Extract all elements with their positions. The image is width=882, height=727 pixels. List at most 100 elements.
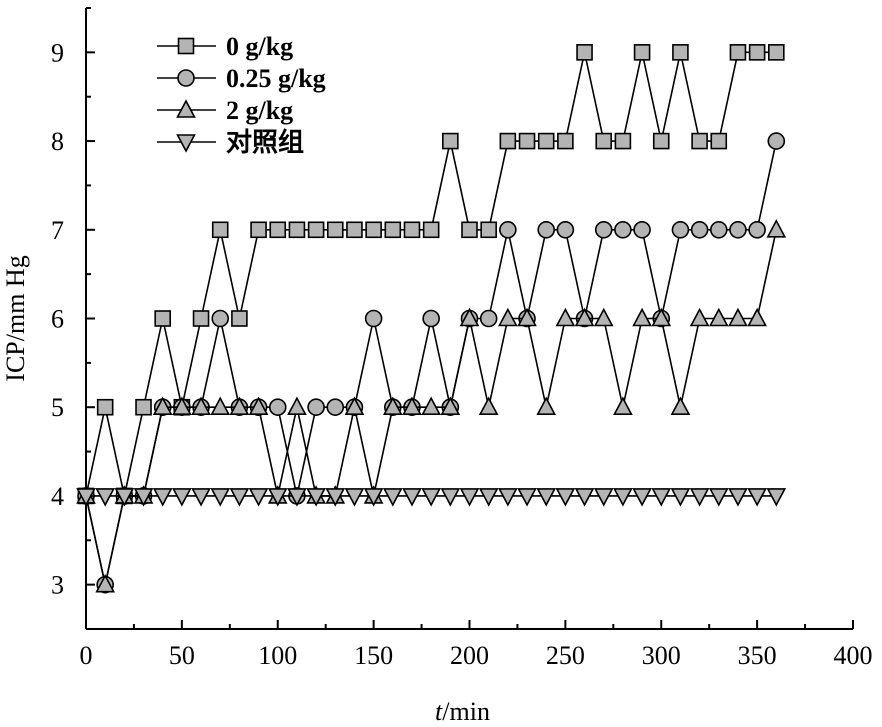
data-point xyxy=(613,488,633,507)
data-point xyxy=(459,307,480,327)
legend-label: 对照组 xyxy=(226,127,304,157)
axes: 0 50 100 150 200 250 300 350 400 3 4 5 6 7 8 9 xyxy=(51,7,873,670)
data-point xyxy=(152,488,173,507)
x-tick-label: 350 xyxy=(738,641,777,670)
data-point xyxy=(480,221,497,239)
data-point xyxy=(288,221,306,239)
data-point xyxy=(536,396,557,416)
x-tick-label: 0 xyxy=(80,641,93,670)
y-tick-label: 8 xyxy=(51,127,64,156)
legend-item: 2 g/kg xyxy=(157,96,293,125)
data-point xyxy=(96,398,114,416)
data-point xyxy=(210,396,231,416)
data-point xyxy=(95,488,116,507)
data-point xyxy=(728,307,748,327)
y-tick-label: 5 xyxy=(51,393,64,422)
data-point xyxy=(172,488,192,507)
y-tick-label: 6 xyxy=(51,305,64,334)
x-tick-label: 200 xyxy=(450,641,489,670)
data-point xyxy=(537,220,556,239)
data-point xyxy=(690,220,709,239)
data-point xyxy=(461,221,478,239)
data-point xyxy=(633,44,651,61)
data-point xyxy=(287,488,307,507)
data-point xyxy=(613,396,633,416)
data-point xyxy=(269,221,287,239)
data-point xyxy=(114,488,135,507)
data-point xyxy=(499,132,517,150)
data-point xyxy=(632,307,652,327)
data-point xyxy=(325,488,346,507)
data-point xyxy=(651,488,672,507)
data-point xyxy=(594,220,613,239)
data-point xyxy=(689,488,710,507)
data-point xyxy=(191,396,211,416)
data-point xyxy=(689,307,710,327)
legend-marker xyxy=(176,99,196,118)
data-point xyxy=(517,307,537,327)
data-point xyxy=(479,309,498,328)
data-point xyxy=(614,220,632,239)
data-point xyxy=(556,220,575,239)
data-point xyxy=(729,220,747,239)
data-point xyxy=(459,488,480,507)
data-point xyxy=(268,398,287,417)
series-4 xyxy=(76,488,787,507)
data-point xyxy=(211,309,230,328)
data-point xyxy=(670,396,691,416)
data-point xyxy=(691,132,708,150)
data-point xyxy=(555,307,576,327)
data-point xyxy=(708,307,729,327)
y-tick-label: 3 xyxy=(51,571,64,600)
data-point xyxy=(229,488,250,507)
data-point xyxy=(211,221,229,239)
data-point xyxy=(231,310,248,327)
legend-marker xyxy=(176,134,196,153)
data-point xyxy=(557,132,574,150)
data-point xyxy=(728,488,748,507)
data-point xyxy=(576,44,593,61)
data-point xyxy=(766,219,787,238)
data-point xyxy=(517,488,537,507)
data-point xyxy=(192,310,210,327)
data-point xyxy=(440,488,461,507)
data-point xyxy=(709,220,728,239)
data-point xyxy=(710,132,728,150)
data-point xyxy=(748,44,766,61)
data-point xyxy=(403,221,421,239)
data-point xyxy=(652,132,670,150)
data-point xyxy=(442,132,459,150)
data-point xyxy=(154,310,171,327)
data-point xyxy=(766,488,787,507)
legend-item: 0 g/kg xyxy=(157,32,293,61)
data-point xyxy=(307,221,325,239)
series-2 xyxy=(77,132,786,594)
data-point xyxy=(306,488,326,507)
y-axis-title: ICP/mm Hg xyxy=(1,255,30,381)
x-tick-label: 250 xyxy=(546,641,585,670)
data-point xyxy=(382,488,403,507)
data-point xyxy=(422,221,440,239)
data-point xyxy=(421,396,441,416)
series-1 xyxy=(77,44,785,505)
x-axis-title: t/min xyxy=(435,697,490,722)
data-point xyxy=(537,132,555,150)
legend-item: 对照组 xyxy=(157,127,304,157)
y-tick-label: 7 xyxy=(51,216,64,245)
data-point xyxy=(593,488,614,507)
data-point xyxy=(95,573,116,593)
x-tick-label: 100 xyxy=(258,641,297,670)
data-point xyxy=(402,488,422,507)
legend-label: 0 g/kg xyxy=(226,32,293,61)
data-point xyxy=(382,396,403,416)
y-tick-label: 4 xyxy=(51,482,64,511)
legend-marker xyxy=(177,37,195,55)
data-point xyxy=(133,488,154,507)
legend-item: 0.25 g/kg xyxy=(157,64,326,93)
y-tick-label: 9 xyxy=(51,38,64,67)
data-point xyxy=(384,221,402,239)
data-point xyxy=(747,307,767,327)
data-point xyxy=(248,396,269,416)
data-point xyxy=(440,396,461,416)
